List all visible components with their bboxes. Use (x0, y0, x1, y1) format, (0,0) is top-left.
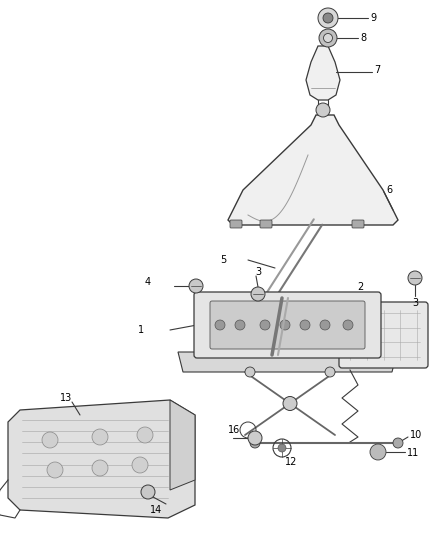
Circle shape (280, 320, 290, 330)
Polygon shape (228, 115, 398, 225)
Circle shape (248, 431, 262, 445)
Circle shape (320, 320, 330, 330)
Circle shape (189, 279, 203, 293)
Circle shape (316, 103, 330, 117)
FancyBboxPatch shape (260, 220, 272, 228)
Text: 3: 3 (255, 267, 261, 277)
Circle shape (370, 444, 386, 460)
Text: 16: 16 (228, 425, 240, 435)
Circle shape (319, 29, 337, 47)
Circle shape (300, 320, 310, 330)
Circle shape (278, 444, 286, 452)
Circle shape (325, 367, 335, 377)
Text: 4: 4 (145, 277, 151, 287)
Text: 8: 8 (360, 33, 366, 43)
Circle shape (215, 320, 225, 330)
Circle shape (141, 485, 155, 499)
Circle shape (137, 427, 153, 443)
Text: 9: 9 (370, 13, 376, 23)
Polygon shape (178, 352, 397, 372)
Circle shape (283, 397, 297, 410)
Circle shape (323, 13, 333, 23)
Circle shape (42, 432, 58, 448)
FancyBboxPatch shape (210, 301, 365, 349)
Text: 2: 2 (357, 282, 363, 292)
Circle shape (245, 367, 255, 377)
Text: 10: 10 (410, 430, 422, 440)
Text: 7: 7 (374, 65, 380, 75)
Circle shape (393, 438, 403, 448)
FancyBboxPatch shape (339, 302, 428, 368)
Circle shape (235, 320, 245, 330)
Text: 12: 12 (285, 457, 297, 467)
Text: 13: 13 (60, 393, 72, 403)
FancyBboxPatch shape (194, 292, 381, 358)
Polygon shape (306, 46, 340, 100)
Circle shape (250, 438, 260, 448)
Text: 3: 3 (412, 298, 418, 308)
FancyBboxPatch shape (230, 220, 242, 228)
FancyBboxPatch shape (352, 220, 364, 228)
Text: 5: 5 (220, 255, 226, 265)
Circle shape (92, 460, 108, 476)
Circle shape (318, 8, 338, 28)
Circle shape (92, 429, 108, 445)
Polygon shape (170, 400, 195, 490)
Circle shape (324, 34, 332, 43)
Circle shape (408, 271, 422, 285)
Circle shape (251, 287, 265, 301)
Text: 14: 14 (150, 505, 162, 515)
Text: 11: 11 (407, 448, 419, 458)
Circle shape (260, 320, 270, 330)
Polygon shape (8, 400, 195, 518)
Circle shape (343, 320, 353, 330)
Text: 6: 6 (386, 185, 392, 195)
Text: 1: 1 (138, 325, 144, 335)
Circle shape (47, 462, 63, 478)
Circle shape (132, 457, 148, 473)
